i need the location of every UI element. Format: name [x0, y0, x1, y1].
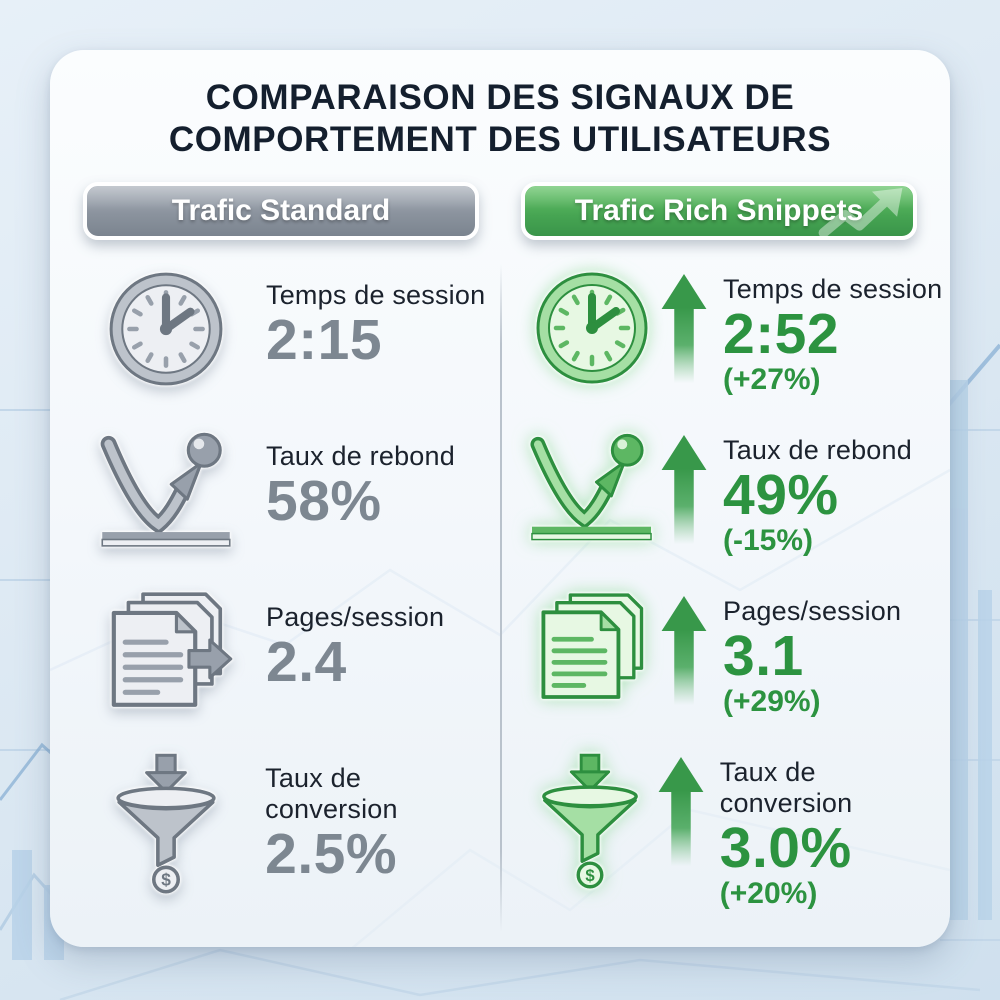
metric-texts: Taux de rebond 49% (-15%) — [723, 435, 912, 558]
trending-up-icon — [818, 188, 903, 236]
standard-traffic-header-button[interactable]: Trafic Standard — [83, 182, 479, 240]
rich-snippets-header-button[interactable]: Trafic Rich Snippets — [521, 182, 917, 240]
metric-value: 2:15 — [266, 308, 383, 373]
page-title-line1: COMPARAISON DES SIGNAUX DE — [205, 78, 795, 117]
metric-delta: (-15%) — [723, 524, 814, 558]
metric-label: Taux de conversion — [719, 757, 853, 819]
metric-value: 2.4 — [266, 630, 347, 695]
metric-delta: (+27%) — [723, 363, 821, 397]
comparison-card: COMPARAISON DES SIGNAUX DE COMPORTEMENT … — [50, 50, 950, 947]
metric-texts: Pages/session 2.4 — [266, 602, 444, 691]
standard-header-label: Trafic Standard — [171, 194, 391, 227]
funnel-icon — [528, 751, 652, 889]
funnel-icon — [90, 751, 241, 894]
rich-snippets-column: Temps de session 2:52 (+27%) Taux de reb… — [500, 268, 950, 912]
metric-texts: Pages/session 3.1 (+29%) — [723, 596, 901, 719]
metric-label: Taux de conversion — [265, 763, 398, 825]
row-rich-pages-session: Pages/session 3.1 (+29%) — [500, 590, 950, 751]
row-standard-session-time: Temps de session 2:15 — [50, 268, 500, 429]
metric-value: 58% — [266, 469, 382, 534]
bounce-icon — [528, 429, 655, 543]
metric-value: 3.0% — [719, 816, 852, 881]
row-rich-bounce-rate: Taux de rebond 49% (-15%) — [500, 429, 950, 590]
metric-value: 3.1 — [723, 624, 804, 689]
row-standard-pages-session: Pages/session 2.4 — [50, 590, 500, 751]
background-lines-bottom — [59, 948, 981, 1000]
pages-icon — [528, 590, 655, 702]
metric-delta: (+20%) — [719, 877, 818, 911]
increase-arrow-icon — [661, 435, 709, 552]
metric-label: Temps de session — [723, 274, 943, 304]
increase-arrow-icon — [658, 757, 706, 874]
metric-texts: Temps de session 2:15 — [266, 280, 485, 369]
metrics-content: Temps de session 2:15 Taux de rebond 58% — [50, 268, 950, 912]
metric-texts: Taux de rebond 58% — [266, 441, 455, 530]
page-title-line2: COMPORTEMENT DES UTILISATEURS — [168, 120, 832, 159]
bounce-icon — [90, 429, 242, 548]
row-rich-conversion-rate: Taux de conversion 3.0% (+20%) — [500, 751, 950, 912]
metric-texts: Taux de conversion 3.0% (+20%) — [720, 757, 950, 911]
metric-texts: Taux de conversion 2.5% — [265, 763, 500, 883]
row-standard-conversion-rate: Taux de conversion 2.5% — [50, 751, 500, 912]
metric-label: Pages/session — [266, 602, 445, 632]
metric-texts: Temps de session 2:52 (+27%) — [723, 274, 942, 397]
row-rich-session-time: Temps de session 2:52 (+27%) — [500, 268, 950, 429]
metric-value: 2:52 — [723, 302, 840, 367]
rich-header-label: Trafic Rich Snippets — [574, 194, 864, 227]
row-standard-bounce-rate: Taux de rebond 58% — [50, 429, 500, 590]
increase-arrow-icon — [661, 274, 709, 391]
metric-label: Pages/session — [723, 596, 902, 626]
page-title: COMPARAISON DES SIGNAUX DE COMPORTEMENT … — [50, 77, 950, 161]
metric-value: 2.5% — [265, 822, 398, 887]
pages-icon — [90, 590, 242, 709]
metric-label: Temps de session — [266, 280, 486, 310]
metric-label: Taux de rebond — [723, 435, 912, 465]
metric-value: 49% — [723, 463, 839, 528]
clock-icon — [528, 268, 655, 388]
metric-label: Taux de rebond — [266, 441, 455, 471]
column-divider — [500, 264, 502, 932]
standard-column: Temps de session 2:15 Taux de rebond 58% — [50, 268, 500, 912]
column-headers: Trafic Standard Trafic Rich Snippets — [50, 161, 950, 240]
clock-icon — [90, 268, 242, 390]
metric-delta: (+29%) — [723, 685, 821, 719]
increase-arrow-icon — [661, 596, 709, 713]
